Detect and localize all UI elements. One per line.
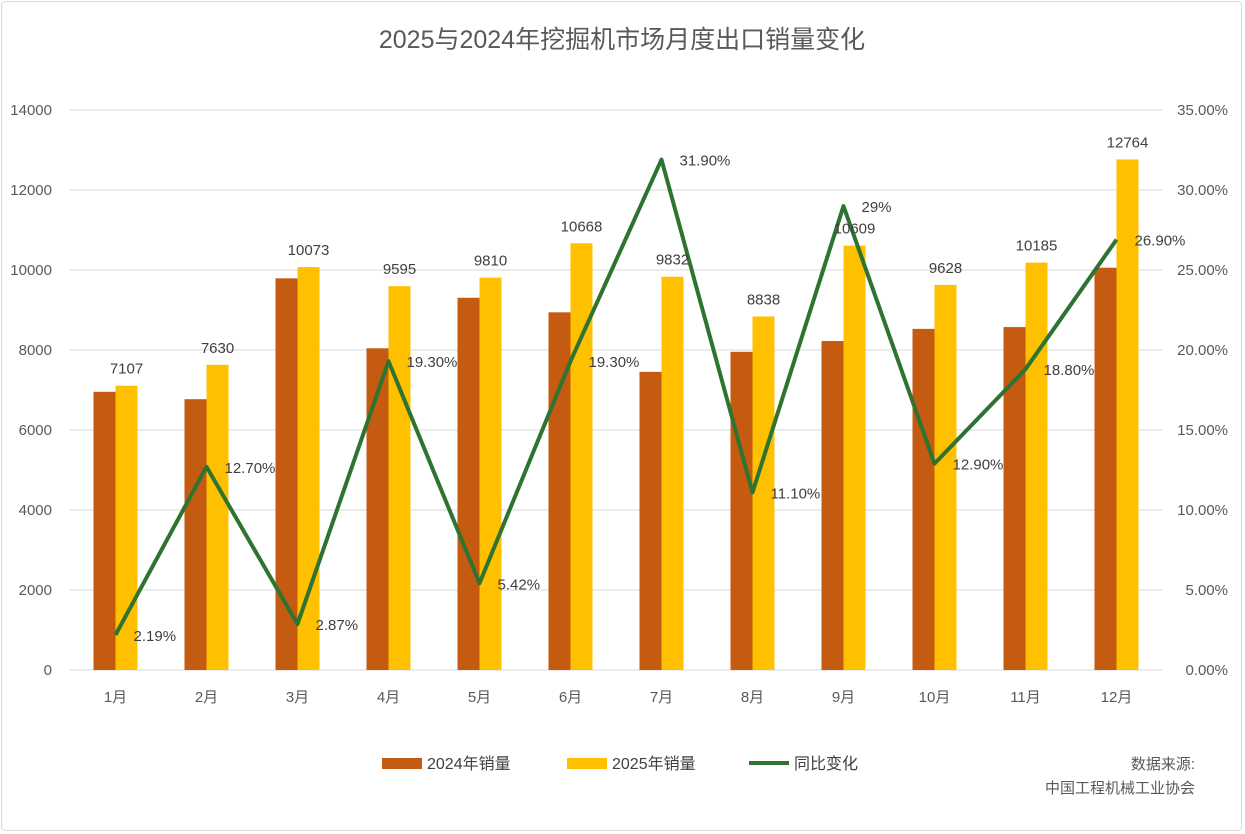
yoy-line xyxy=(113,157,1119,636)
x-tick-label: 7月 xyxy=(650,689,673,706)
right-tick-label: 0.00% xyxy=(1185,662,1228,679)
bar-2025 xyxy=(388,286,411,670)
x-tick-label: 1月 xyxy=(104,689,127,706)
x-tick-label: 2月 xyxy=(195,689,218,706)
legend-swatch xyxy=(382,758,422,769)
bar-2024 xyxy=(639,371,662,670)
yoy-data-label: 19.30% xyxy=(589,354,640,371)
yoy-data-label: 26.90% xyxy=(1135,233,1186,250)
bar-data-label: 8838 xyxy=(747,291,780,308)
chart-title: 2025与2024年挖掘机市场月度出口销量变化 xyxy=(379,26,865,54)
left-tick-label: 12000 xyxy=(10,182,52,199)
left-tick-label: 6000 xyxy=(19,422,52,439)
x-tick-label: 8月 xyxy=(741,689,764,706)
right-tick-label: 10.00% xyxy=(1177,502,1228,519)
right-tick-label: 25.00% xyxy=(1177,262,1228,279)
x-tick-label: 6月 xyxy=(559,689,582,706)
source-org: 中国工程机械工业协会 xyxy=(1045,780,1195,797)
bar-2025 xyxy=(843,245,866,670)
bar-data-label: 7630 xyxy=(201,340,234,357)
bar-data-label: 10073 xyxy=(288,242,330,259)
bar-data-label: 12764 xyxy=(1107,134,1149,151)
bar-2025 xyxy=(570,243,593,670)
left-tick-label: 14000 xyxy=(10,102,52,119)
yoy-data-label: 29% xyxy=(862,199,892,216)
legend: 2024年销量 2025年销量 同比变化 xyxy=(382,755,858,773)
x-tick-label: 3月 xyxy=(286,689,309,706)
left-tick-label: 0 xyxy=(44,662,52,679)
bar-2024 xyxy=(457,297,480,670)
bar-2024 xyxy=(1003,327,1026,670)
right-tick-label: 5.00% xyxy=(1185,582,1228,599)
legend-swatch xyxy=(567,758,607,769)
yoy-data-label: 2.87% xyxy=(316,617,359,634)
bar-data-label: 10668 xyxy=(561,218,603,235)
bar-data-label: 9832 xyxy=(656,252,689,269)
right-tick-label: 30.00% xyxy=(1177,182,1228,199)
bar-data-label: 9595 xyxy=(383,261,416,278)
bar-2024 xyxy=(821,341,844,670)
yoy-data-label: 31.90% xyxy=(680,153,731,170)
bar-2025 xyxy=(206,364,229,670)
bar-2024 xyxy=(366,348,389,670)
x-tick-label: 11月 xyxy=(1010,689,1041,706)
bar-data-label: 10185 xyxy=(1016,238,1058,255)
right-tick-label: 35.00% xyxy=(1177,102,1228,119)
bar-2024 xyxy=(93,391,116,670)
left-tick-label: 2000 xyxy=(19,582,52,599)
bar-2025 xyxy=(297,267,320,670)
bar-2024 xyxy=(730,351,753,670)
legend-label: 2024年销量 xyxy=(427,755,511,773)
x-tick-label: 10月 xyxy=(919,689,951,706)
yoy-data-label: 18.80% xyxy=(1044,362,1095,379)
bar-2025 xyxy=(661,276,684,670)
bar-2025 xyxy=(479,277,502,670)
legend-label: 2025年销量 xyxy=(612,755,696,773)
bar-2024 xyxy=(275,278,298,670)
bar-2025 xyxy=(1116,159,1139,670)
yoy-data-label: 12.90% xyxy=(953,457,1004,474)
x-tick-label: 5月 xyxy=(468,689,491,706)
x-tick-label: 9月 xyxy=(832,689,855,706)
x-tick-label: 12月 xyxy=(1101,689,1133,706)
bar-2024 xyxy=(184,399,207,670)
yoy-data-label: 2.19% xyxy=(134,628,177,645)
bar-data-label: 9628 xyxy=(929,260,962,277)
bar-2024 xyxy=(912,328,935,670)
right-tick-label: 20.00% xyxy=(1177,342,1228,359)
right-tick-label: 15.00% xyxy=(1177,422,1228,439)
yoy-data-label: 5.42% xyxy=(498,576,541,593)
legend-label: 同比变化 xyxy=(794,755,858,773)
bar-data-label: 10609 xyxy=(834,221,876,238)
left-tick-label: 8000 xyxy=(19,342,52,359)
yoy-data-label: 11.10% xyxy=(771,485,821,502)
bar-2025 xyxy=(1025,262,1048,670)
yoy-data-label: 19.30% xyxy=(407,354,458,371)
bar-2025 xyxy=(752,316,775,670)
bar-2025 xyxy=(934,284,957,670)
source-label: 数据来源: xyxy=(1131,756,1195,773)
x-tick-label: 4月 xyxy=(377,689,400,706)
yoy-data-label: 12.70% xyxy=(225,460,276,477)
bar-data-label: 9810 xyxy=(474,253,507,270)
bar-2024 xyxy=(1094,267,1117,670)
bar-2025 xyxy=(115,385,138,670)
bar-data-label: 7107 xyxy=(110,361,143,378)
left-tick-label: 4000 xyxy=(19,502,52,519)
left-tick-label: 10000 xyxy=(10,262,52,279)
